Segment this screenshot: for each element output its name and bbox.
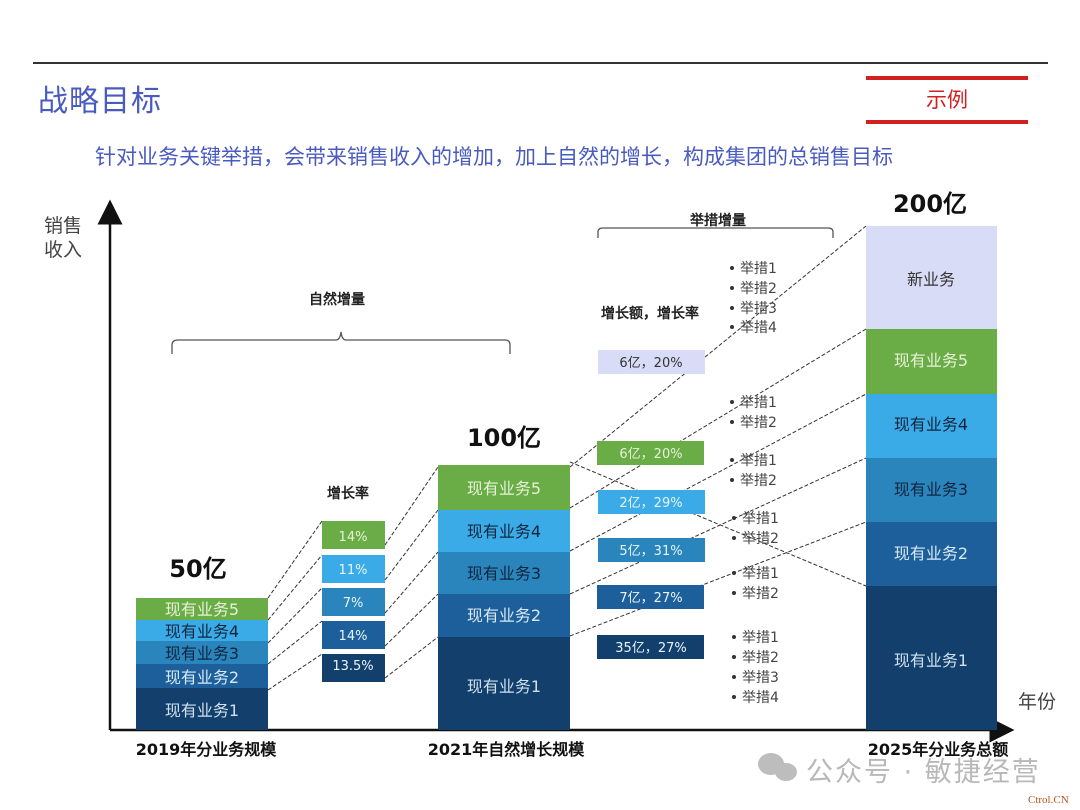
svg-text:举措4: 举措4 <box>742 690 779 706</box>
svg-text:7亿，27%: 7亿，27% <box>619 591 682 606</box>
svg-text:自然增量: 自然增量 <box>309 291 365 308</box>
wechat-icon <box>758 753 797 781</box>
svg-text:现有业务5: 现有业务5 <box>165 600 239 619</box>
svg-text:举措1: 举措1 <box>740 453 777 469</box>
sample-label: 示例 <box>926 88 968 112</box>
svg-text:举措1: 举措1 <box>742 511 779 527</box>
svg-text:现有业务4: 现有业务4 <box>894 415 968 434</box>
bar-2025: 现有业务1 现有业务2 现有业务3 现有业务4 现有业务5 新业务 200亿 2… <box>866 190 1008 759</box>
svg-text:举措3: 举措3 <box>740 301 777 317</box>
bar-2021: 现有业务1 现有业务2 现有业务3 现有业务4 现有业务5 100亿 2021年… <box>428 424 586 759</box>
connector-lines <box>267 225 867 691</box>
svg-text:举措2: 举措2 <box>742 586 779 602</box>
svg-text:14%: 14% <box>339 530 368 545</box>
svg-text:现有业务4: 现有业务4 <box>165 622 239 641</box>
svg-text:6亿，20%: 6亿，20% <box>619 356 682 371</box>
caption-2019: 2019年分业务规模 <box>136 740 278 759</box>
svg-text:现有业务5: 现有业务5 <box>467 479 541 498</box>
svg-text:现有业务3: 现有业务3 <box>165 644 239 663</box>
svg-text:现有业务1: 现有业务1 <box>467 677 541 696</box>
svg-text:13.5%: 13.5% <box>332 659 373 674</box>
svg-text:现有业务2: 现有业务2 <box>165 668 239 687</box>
y-axis-label: 销售收入 <box>44 215 83 261</box>
initiative-bracket: 举措增量 增长额，增长率 <box>597 212 834 322</box>
svg-text:14%: 14% <box>339 629 368 644</box>
total-2019: 50亿 <box>169 555 226 583</box>
page-subtitle: 针对业务关键举措，会带来销售收入的增加，加上自然的增长，构成集团的总销售目标 <box>95 145 893 169</box>
svg-text:现有业务3: 现有业务3 <box>467 564 541 583</box>
watermark: 公众号 · 敏捷经营 <box>806 757 1041 788</box>
svg-text:举措3: 举措3 <box>742 670 779 686</box>
svg-text:现有业务2: 现有业务2 <box>894 544 968 563</box>
svg-text:2亿，29%: 2亿，29% <box>619 496 682 511</box>
svg-text:5亿，31%: 5亿，31% <box>619 544 682 559</box>
svg-text:35亿，27%: 35亿，27% <box>615 641 686 656</box>
initiative-lists: 举措1 举措2 举措3 举措4 举措1 举措2 举措1 举措2 举措1 举措2 … <box>730 261 779 706</box>
svg-text:举措1: 举措1 <box>740 261 777 277</box>
svg-text:举措2: 举措2 <box>742 650 779 666</box>
svg-text:现有业务3: 现有业务3 <box>894 480 968 499</box>
caption-2021: 2021年自然增长规模 <box>428 740 586 759</box>
svg-text:6亿，20%: 6亿，20% <box>619 447 682 462</box>
corner-mark: Ctrol.CN <box>1028 794 1069 806</box>
svg-text:举措增量: 举措增量 <box>689 212 746 229</box>
caption-2025: 2025年分业务总额 <box>868 740 1009 759</box>
initiatives-biz2: 举措1 举措2 <box>732 566 779 602</box>
total-2021: 100亿 <box>467 424 541 452</box>
sample-badge: 示例 <box>866 76 1028 124</box>
svg-text:举措2: 举措2 <box>740 473 777 489</box>
svg-text:现有业务2: 现有业务2 <box>467 606 541 625</box>
page-title: 战略目标 <box>38 84 162 119</box>
header-rule <box>33 62 1048 64</box>
natural-growth-bracket: 自然增量 <box>171 291 511 354</box>
initiatives-new-biz: 举措1 举措2 举措3 举措4 <box>730 261 777 336</box>
svg-text:7%: 7% <box>343 596 364 611</box>
svg-text:举措2: 举措2 <box>740 415 777 431</box>
initiatives-biz5: 举措1 举措2 <box>730 395 777 431</box>
initiatives-biz3: 举措1 举措2 <box>732 511 779 547</box>
svg-text:增长额，增长率: 增长额，增长率 <box>601 305 699 322</box>
svg-text:现有业务1: 现有业务1 <box>894 651 968 670</box>
svg-text:现有业务4: 现有业务4 <box>467 522 541 541</box>
svg-text:11%: 11% <box>339 563 368 578</box>
svg-text:举措2: 举措2 <box>740 281 777 297</box>
initiative-increment-boxes: 6亿，20% 6亿，20% 2亿，29% 5亿，31% 7亿，27% 35亿，2… <box>597 350 705 659</box>
svg-text:新业务: 新业务 <box>907 270 955 289</box>
svg-text:现有业务1: 现有业务1 <box>165 701 239 720</box>
svg-text:现有业务5: 现有业务5 <box>894 351 968 370</box>
bar-2019: 现有业务1 现有业务2 现有业务3 现有业务4 现有业务5 50亿 2019年分… <box>136 555 278 759</box>
natural-growth-rates: 增长率 14% 11% 7% 14% 13.5% <box>322 485 385 682</box>
total-2025: 200亿 <box>893 190 967 218</box>
svg-text:举措1: 举措1 <box>740 395 777 411</box>
svg-text:举措2: 举措2 <box>742 531 779 547</box>
x-axis-label: 年份 <box>1018 691 1057 713</box>
svg-text:举措4: 举措4 <box>740 320 777 336</box>
svg-text:增长率: 增长率 <box>327 485 369 502</box>
svg-text:举措1: 举措1 <box>742 630 779 646</box>
initiatives-biz4: 举措1 举措2 <box>730 453 777 489</box>
svg-text:举措1: 举措1 <box>742 566 779 582</box>
initiatives-biz1: 举措1 举措2 举措3 举措4 <box>732 630 779 706</box>
